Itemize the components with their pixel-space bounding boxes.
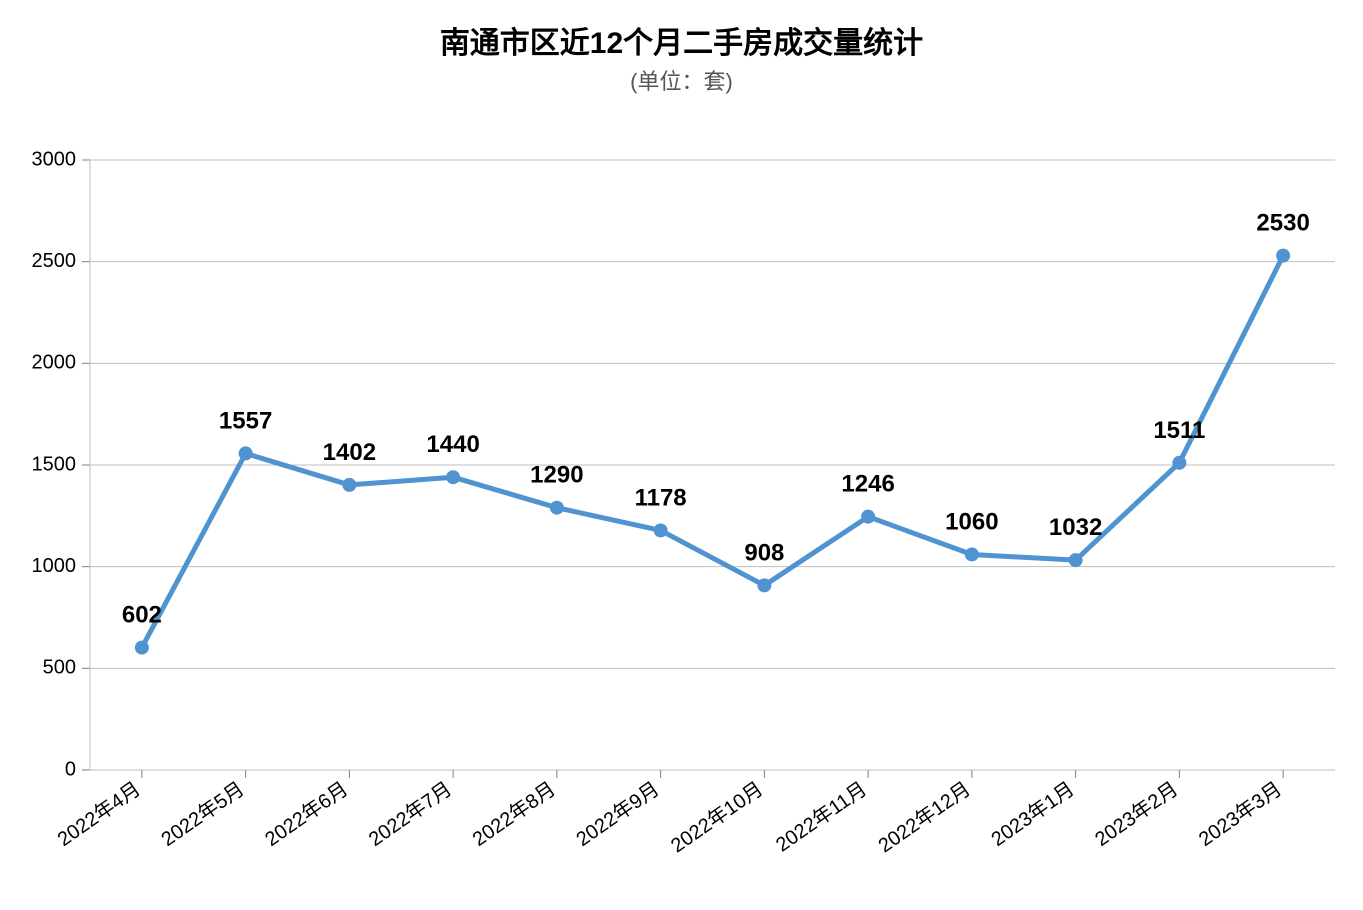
data-label: 1060 xyxy=(945,508,998,535)
data-marker xyxy=(1069,553,1083,567)
data-label: 1511 xyxy=(1153,417,1205,444)
y-tick-label: 1000 xyxy=(32,555,77,577)
x-tick-label: 2022年9月 xyxy=(572,777,664,851)
data-marker xyxy=(654,523,668,537)
data-label: 908 xyxy=(744,539,784,566)
data-marker xyxy=(446,470,460,484)
x-tick-label: 2022年12月 xyxy=(874,777,975,857)
y-tick-label: 3000 xyxy=(32,148,77,170)
data-marker xyxy=(1276,249,1290,263)
data-marker xyxy=(550,501,564,515)
data-label: 1032 xyxy=(1049,514,1102,541)
data-label: 602 xyxy=(122,602,162,629)
data-label: 1178 xyxy=(635,484,687,511)
y-tick-label: 2000 xyxy=(32,352,77,374)
data-label: 1402 xyxy=(323,439,376,466)
data-marker xyxy=(861,510,875,524)
x-tick-label: 2022年7月 xyxy=(364,777,456,851)
data-label: 1246 xyxy=(841,471,894,498)
data-label: 2530 xyxy=(1256,210,1309,237)
line-chart: 南通市区近12个月二手房成交量统计 (单位：套) 050010001500200… xyxy=(0,0,1363,910)
y-tick-label: 0 xyxy=(65,758,76,780)
x-tick-label: 2023年3月 xyxy=(1194,777,1286,851)
data-marker xyxy=(239,446,253,460)
y-tick-label: 1500 xyxy=(32,453,77,475)
data-label: 1440 xyxy=(426,431,479,458)
x-tick-label: 2022年5月 xyxy=(157,777,249,851)
data-marker xyxy=(965,547,979,561)
data-line xyxy=(142,256,1283,648)
x-tick-label: 2022年8月 xyxy=(468,777,560,851)
data-marker xyxy=(342,478,356,492)
x-tick-label: 2022年10月 xyxy=(667,777,768,857)
x-tick-label: 2022年4月 xyxy=(53,777,145,851)
x-tick-label: 2022年11月 xyxy=(772,777,871,856)
y-tick-label: 500 xyxy=(43,657,76,679)
data-marker xyxy=(1172,456,1186,470)
data-label: 1557 xyxy=(219,407,272,434)
data-marker xyxy=(757,578,771,592)
y-tick-label: 2500 xyxy=(32,250,77,272)
chart-svg: 0500100015002000250030002022年4月2022年5月20… xyxy=(0,0,1363,910)
data-label: 1290 xyxy=(530,462,583,489)
x-tick-label: 2022年6月 xyxy=(261,777,353,851)
data-marker xyxy=(135,641,149,655)
x-tick-label: 2023年1月 xyxy=(987,777,1079,851)
x-tick-label: 2023年2月 xyxy=(1091,777,1183,851)
